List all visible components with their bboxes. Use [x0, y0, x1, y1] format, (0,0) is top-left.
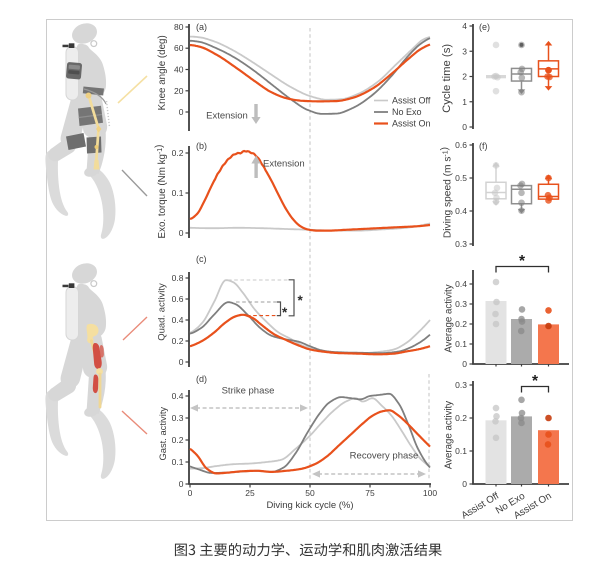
svg-text:0.8: 0.8 [172, 273, 184, 283]
svg-text:25: 25 [245, 488, 255, 498]
svg-text:0.3: 0.3 [455, 299, 467, 309]
svg-text:60: 60 [174, 43, 184, 53]
svg-text:0.2: 0.2 [172, 148, 184, 158]
svg-text:(b): (b) [196, 141, 207, 151]
svg-text:0: 0 [188, 488, 193, 498]
svg-text:Assist On: Assist On [392, 119, 431, 129]
svg-text:0.1: 0.1 [172, 188, 184, 198]
svg-text:0.1: 0.1 [172, 457, 184, 467]
svg-text:Cycle time (s): Cycle time (s) [441, 44, 453, 113]
svg-text:No Exo: No Exo [392, 107, 422, 117]
svg-text:Extension: Extension [206, 111, 248, 122]
svg-text:0.2: 0.2 [172, 435, 184, 445]
svg-text:0.2: 0.2 [455, 319, 467, 329]
svg-text:*: * [298, 293, 304, 308]
svg-text:Extension: Extension [263, 159, 305, 170]
svg-text:*: * [532, 373, 539, 390]
svg-text:0.4: 0.4 [455, 279, 467, 289]
svg-text:Exo. torque (Nm kg-1): Exo. torque (Nm kg-1) [154, 145, 168, 239]
svg-text:(f): (f) [479, 141, 488, 151]
svg-text:Recovery phase: Recovery phase [350, 451, 419, 462]
svg-text:0: 0 [179, 228, 184, 238]
svg-text:80: 80 [174, 22, 184, 32]
svg-text:(d): (d) [196, 374, 207, 384]
svg-text:Gast. activity: Gast. activity [157, 407, 168, 461]
svg-text:1: 1 [462, 97, 467, 107]
svg-text:0.1: 0.1 [455, 339, 467, 349]
svg-text:*: * [519, 253, 526, 270]
svg-text:(e): (e) [479, 22, 490, 32]
svg-text:Assist Off: Assist Off [392, 96, 431, 106]
svg-text:0.3: 0.3 [455, 239, 467, 249]
svg-text:0: 0 [179, 357, 184, 367]
svg-text:Strike phase: Strike phase [222, 386, 275, 397]
svg-text:40: 40 [174, 65, 184, 75]
svg-text:100: 100 [423, 488, 437, 498]
svg-text:0: 0 [462, 122, 467, 132]
svg-text:0.4: 0.4 [172, 391, 184, 401]
svg-text:0: 0 [462, 479, 467, 489]
svg-text:0: 0 [179, 107, 184, 117]
svg-text:0.2: 0.2 [455, 413, 467, 423]
svg-text:20: 20 [174, 86, 184, 96]
svg-text:0.2: 0.2 [172, 336, 184, 346]
svg-text:0.5: 0.5 [455, 173, 467, 183]
svg-text:4: 4 [462, 21, 467, 31]
svg-text:*: * [282, 305, 288, 320]
svg-text:0.4: 0.4 [455, 206, 467, 216]
svg-text:75: 75 [365, 488, 375, 498]
svg-text:Quad. activity: Quad. activity [157, 283, 168, 341]
svg-text:0: 0 [179, 479, 184, 489]
svg-text:Average activity: Average activity [444, 284, 455, 352]
svg-text:50: 50 [305, 488, 315, 498]
svg-text:Knee angle (deg): Knee angle (deg) [157, 35, 168, 110]
svg-text:(c): (c) [196, 254, 207, 264]
svg-text:2: 2 [462, 72, 467, 82]
svg-text:0.4: 0.4 [172, 315, 184, 325]
svg-text:3: 3 [462, 46, 467, 56]
svg-text:(a): (a) [196, 22, 207, 32]
svg-text:0.1: 0.1 [455, 446, 467, 456]
svg-text:0.3: 0.3 [172, 413, 184, 423]
svg-text:0.6: 0.6 [455, 140, 467, 150]
svg-text:0.3: 0.3 [455, 380, 467, 390]
svg-text:Diving speed (m s-1): Diving speed (m s-1) [440, 147, 454, 238]
svg-text:0.6: 0.6 [172, 294, 184, 304]
svg-text:0: 0 [462, 359, 467, 369]
svg-text:Average activity: Average activity [444, 401, 455, 469]
svg-text:Diving kick cycle (%): Diving kick cycle (%) [266, 500, 353, 511]
